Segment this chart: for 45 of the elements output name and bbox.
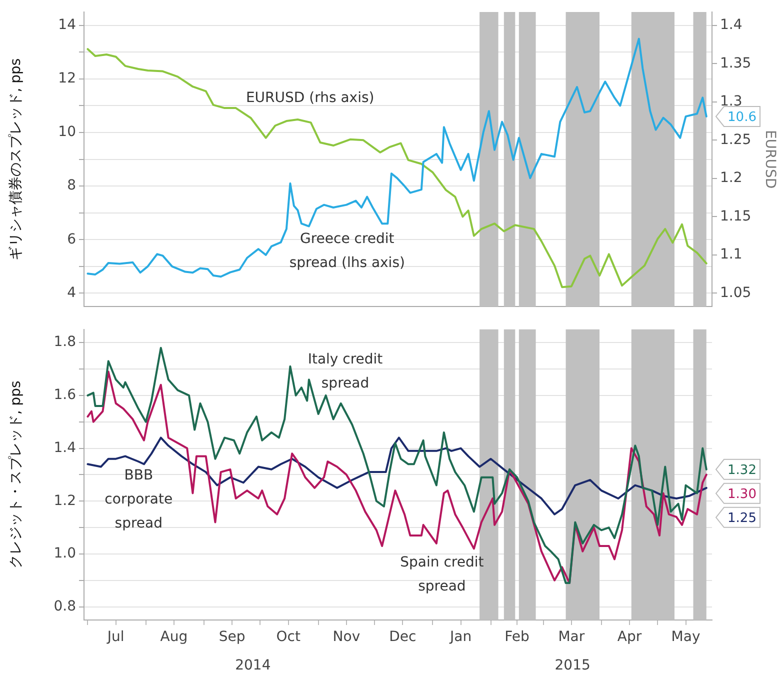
y2-tick-label: 1.2	[720, 170, 742, 186]
annotation: Spain credit spread	[400, 554, 484, 594]
x-tick-label: Oct	[276, 629, 301, 646]
y2-tick-label: 1.4	[720, 17, 742, 34]
x-tick-label: May	[671, 629, 700, 646]
y-tick-label: 6	[67, 231, 76, 248]
x-tick-label: Dec	[389, 629, 416, 646]
y-tick-label: 1.0	[54, 546, 76, 562]
annotation: BBB corporate spread	[104, 467, 173, 532]
y-tick-label: 0.8	[54, 598, 76, 614]
y2-axis-title: EURUSD	[762, 130, 778, 189]
data-label: 1.30	[728, 486, 756, 502]
y-tick-label: 1.2	[54, 492, 76, 509]
x-tick-label: Nov	[332, 629, 360, 646]
x-tick-label: Sep	[218, 629, 246, 646]
y-tick-label: 1.6	[54, 387, 76, 404]
x-tick-label: Jul	[106, 629, 124, 646]
y2-tick-label: 1.05	[720, 284, 752, 301]
data-label: 10.6	[728, 110, 756, 125]
data-label: 1.32	[728, 462, 756, 478]
y-tick-label: 14	[58, 17, 76, 34]
annotation: EURUSD (rhs axis)	[246, 90, 374, 106]
x-tick-label: Jan	[449, 629, 472, 646]
data-label: 1.25	[728, 510, 756, 526]
x-tick-label: Feb	[504, 629, 530, 646]
y-tick-label: 4	[67, 284, 76, 301]
annotation: Italy credit spread	[308, 351, 384, 392]
text: 2015	[554, 658, 590, 674]
y-axis-title: クレジット・スプレッド, pps	[8, 380, 24, 569]
y-tick-label: 10	[58, 124, 76, 140]
y-tick-label: 1.4	[54, 440, 76, 456]
y-tick-label: 12	[58, 70, 76, 87]
y2-tick-label: 1.25	[720, 132, 752, 148]
x-tick-label: Mar	[558, 629, 585, 646]
y2-tick-label: 1.15	[720, 208, 752, 224]
x-tick-label: Aug	[160, 629, 188, 646]
annotation: Greece credit spread (lhs axis)	[289, 231, 405, 272]
y2-tick-label: 1.3	[720, 94, 742, 110]
y-tick-label: 1.8	[54, 334, 76, 350]
y2-tick-label: 1.35	[720, 55, 752, 72]
text: 2014	[235, 658, 271, 674]
y-axis-title: ギリシャ債券のスプレッド, pps	[8, 58, 24, 260]
x-tick-label: Apr	[617, 629, 642, 646]
y2-tick-label: 1.1	[720, 246, 742, 263]
y-tick-label: 8	[67, 178, 76, 194]
